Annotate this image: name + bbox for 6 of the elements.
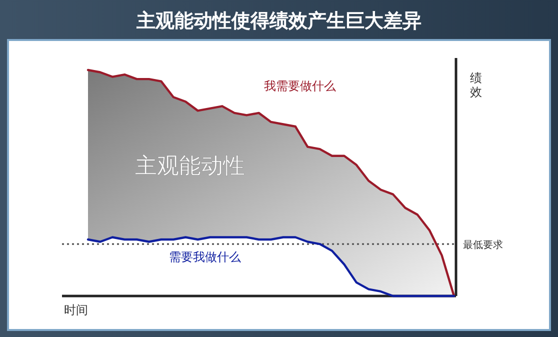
y-axis-title: 绩效	[470, 71, 482, 99]
series-label: 我需要做什么	[264, 79, 336, 93]
ref-line-label: 最低要求	[463, 239, 503, 252]
series-label: 需要我做什么	[169, 250, 241, 264]
x-axis-title: 时间	[64, 303, 88, 317]
chart-title: 主观能动性使得绩效产生巨大差异	[136, 10, 422, 32]
